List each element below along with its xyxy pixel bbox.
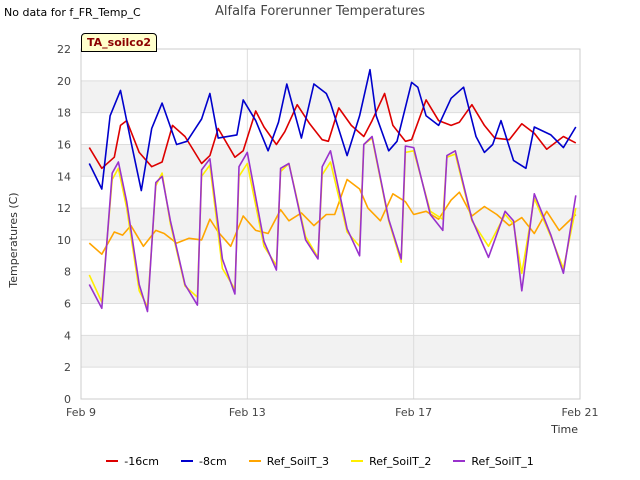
legend-item: -16cm (106, 452, 159, 470)
legend-label: -16cm (124, 454, 159, 468)
series-line-16cm (88, 92, 577, 170)
y-tick-label: 0 (64, 393, 71, 406)
y-tick-label: 22 (57, 43, 71, 56)
x-tick-label: Feb 13 (229, 406, 266, 419)
plot-frame (80, 48, 581, 400)
x-tick-label: Feb 21 (562, 406, 599, 419)
plot-band (81, 271, 580, 304)
chart-title: Alfalfa Forerunner Temperatures (215, 4, 425, 19)
y-tick-label: 2 (64, 361, 71, 374)
y-tick-label: 8 (64, 266, 71, 279)
no-data-note: No data for f_FR_Temp_C (4, 6, 141, 19)
series-line-8cm (88, 68, 577, 192)
legend-item: Ref_SoilT_3 (248, 452, 330, 470)
y-axis-label: Temperatures (C) (7, 192, 20, 288)
legend-item: Ref_SoilT_2 (351, 452, 431, 470)
y-tick-label: 16 (57, 138, 71, 151)
legend-label: Ref_SoilT_2 (369, 454, 432, 468)
legend-label: -8cm (198, 454, 227, 468)
legend-label: Ref_SoilT_3 (266, 454, 330, 468)
y-tick-label: 6 (64, 298, 71, 311)
y-axis-ticks: 0 2 4 6 8 10 12 14 16 18 20 22 (57, 43, 71, 406)
y-tick-label: 14 (57, 170, 71, 183)
plot-band (81, 80, 580, 113)
legend-swatch (248, 460, 261, 462)
y-tick-label: 12 (57, 202, 71, 215)
legend: -16cm -8cm Ref_SoilT_3 Ref_SoilT_2 Ref_SoilT… (0, 452, 640, 470)
y-tick-label: 20 (57, 75, 71, 88)
site-badge: TA_soilco2 (81, 33, 158, 52)
series-lines (88, 68, 577, 313)
plot-band (81, 144, 580, 177)
x-axis-ticks: Feb 9 Feb 13 Feb 17 Feb 21 (66, 406, 598, 419)
y-tick-label: 4 (64, 329, 71, 342)
plot-bands (81, 80, 580, 368)
legend-item: Ref_SoilT_1 (453, 452, 534, 470)
series-line-refsoilt1 (88, 135, 577, 313)
legend-swatch (453, 460, 466, 462)
legend-swatch (351, 460, 364, 462)
legend-swatch (106, 460, 119, 462)
y-tick-label: 18 (57, 107, 71, 120)
x-axis-label: Time (550, 423, 578, 436)
y-tick-label: 10 (57, 234, 71, 247)
x-tick-label: Feb 17 (395, 406, 432, 419)
x-tick-label: Feb 9 (66, 406, 96, 419)
legend-swatch (180, 460, 193, 462)
legend-label: Ref_SoilT_1 (471, 454, 534, 468)
series-line-refsoilt3 (88, 178, 577, 255)
legend-item: -8cm (180, 452, 227, 470)
plot-band (81, 335, 580, 368)
